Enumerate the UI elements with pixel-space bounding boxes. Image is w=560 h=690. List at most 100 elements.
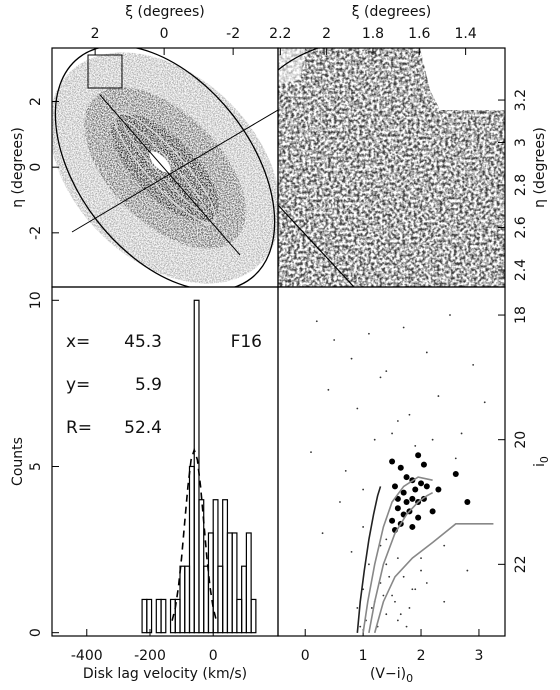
star-dot [415,452,422,459]
star-point [391,594,393,597]
star-dot [409,495,416,502]
star-point [385,370,388,373]
star-point [399,613,402,616]
fit-curve [171,447,218,621]
star-dot [389,458,396,465]
star-point [388,575,391,578]
y-tick-label: 2.4 [513,259,529,281]
star-point [356,407,359,410]
star-dot [409,523,416,530]
x-tick-label: 2 [322,26,331,42]
star-point [396,420,399,422]
histogram-bar [245,532,252,634]
star-point [379,376,382,379]
star-point [379,544,382,547]
star-point [425,582,428,584]
star-point [368,332,370,335]
x-tick-label: -2 [226,26,240,42]
star-point [356,607,359,609]
x-tick-label: 1.8 [362,26,384,42]
star-point [394,600,396,603]
histogram-bar [155,598,162,634]
star-point [408,607,411,609]
star-point [408,413,411,416]
star-point [414,445,417,447]
star-dot [415,514,422,521]
star-point [385,613,388,616]
x-tick-label: 1.4 [454,26,476,42]
x-axis-label-sub: 0 [406,672,413,685]
histogram-bar [146,598,153,634]
isochrone [373,523,494,634]
y-axis-label: η (degrees) [532,127,548,208]
star-point [402,575,405,578]
x-tick-label: -200 [134,648,166,664]
histogram-bar [236,598,243,634]
star-point [344,469,347,472]
star-point [414,588,417,591]
galaxy-map [52,48,278,287]
star-dot [391,483,398,490]
star-point [339,501,341,503]
star-point [483,401,486,404]
histogram-bar [179,565,186,634]
star-point [373,438,376,441]
y-axis-label: i0 [532,456,551,467]
star-dot [412,486,419,493]
histogram-bar [217,565,224,634]
star-point [437,395,440,397]
star-point [327,388,330,391]
y-tick-label: 0 [28,628,44,637]
star-point [391,432,393,435]
y-tick-label: 3.2 [513,89,529,111]
star-dot [394,505,401,512]
star-dot [429,508,436,515]
isochrone [356,486,382,633]
histogram-bar [160,598,167,634]
star-point [454,457,457,460]
x-axis-label: ξ (degrees) [125,4,205,20]
isochrone [368,491,433,634]
x-axis-label: Disk lag velocity (km/s) [83,666,247,682]
star-point [359,625,362,628]
x-axis-label-main: (V−i) [370,666,406,682]
histogram-bar [141,598,148,634]
histogram-bar [188,465,195,634]
y-tick-label: -2 [28,226,44,240]
histogram-bar [226,532,233,634]
star-point [362,526,365,528]
annotation-label: R= [66,418,92,438]
star-dot [435,486,442,493]
histogram-bar [241,565,247,634]
x-tick-label: 3 [474,648,483,664]
star-point [350,357,353,360]
y-tick-label: 3 [513,138,529,147]
star-point [396,619,399,622]
star-point [310,451,312,454]
star-point [315,320,318,323]
isochrone [362,476,433,634]
star-dot [423,483,430,490]
star-point [321,532,324,535]
panel-frame [277,286,506,637]
y-tick-label: 0 [28,163,44,172]
plot-area [310,314,486,628]
star-point [466,569,469,572]
star-dot [418,480,425,487]
annotation-value: 45.3 [124,332,162,352]
y-tick-label: 2 [28,97,44,106]
star-point [350,550,353,553]
histogram-bar [184,565,191,634]
star-dot [397,464,404,471]
star-point [385,563,388,566]
x-tick-label: 0 [301,648,310,664]
histogram-bar [203,565,210,634]
field-label: F16 [231,332,262,352]
y-tick-label: 2.6 [513,216,529,238]
y-axis-label-main: i [532,463,548,467]
x-axis-label: ξ (degrees) [352,4,432,20]
star-point [368,563,370,566]
star-point [385,538,388,541]
star-dot [464,499,471,506]
